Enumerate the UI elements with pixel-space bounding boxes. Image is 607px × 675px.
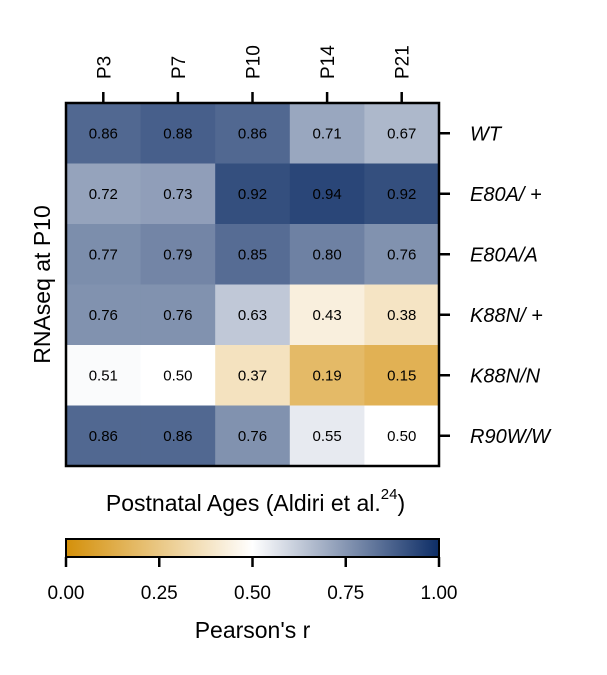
heatmap-cell [140,103,216,164]
colorbar [65,538,440,558]
cell-value-label: 0.86 [163,428,192,445]
cell-value-label: 0.86 [238,125,267,142]
heatmap-cell [215,163,291,225]
cell-value-label: 0.72 [89,186,118,203]
colorbar-tick-label: 0.50 [234,583,271,604]
x-tick-label: P14 [318,45,339,79]
y-tick-label: WT [470,123,503,145]
x-axis-title-close: ) [397,490,405,516]
cell-value-label: 0.76 [387,246,416,263]
cell-value-label: 0.55 [312,428,341,445]
cell-value-label: 0.94 [312,186,341,203]
heatmap-cell [215,284,291,346]
colorbar-tick-label: 0.75 [327,583,364,604]
heatmap-cell [364,163,440,225]
heatmap-cell [364,284,440,346]
heatmap-cell [140,224,216,285]
heatmap-cell [289,163,365,225]
y-tick-label: E80A/ + [470,184,542,206]
y-tick-label: R90W/W [470,426,552,448]
cell-value-label: 0.92 [238,186,267,203]
heatmap-cell [289,103,365,164]
heatmap-cell [66,103,142,164]
cell-value-label: 0.15 [387,367,416,384]
cell-value-label: 0.37 [238,367,267,384]
heatmap-cell [364,405,440,467]
y-axis-title: RNAseq at P10 [29,205,55,364]
cell-value-label: 0.51 [89,367,118,384]
heatmap-cell [215,345,291,406]
x-axis-title: Postnatal Ages (Aldiri et al.24) [106,486,405,516]
heatmap-cell [364,224,440,285]
heatmap-cell [66,345,142,406]
cell-value-label: 0.43 [312,307,341,324]
colorbar-ticks: 0.00 0.25 0.50 0.75 1.00 [48,557,458,604]
cell-value-label: 0.71 [312,125,341,142]
heatmap-cell-labels: 0.86 0.88 0.86 0.71 0.67 0.72 0.73 0.92 0.94 0.92… [89,125,417,445]
x-tick-label: P21 [393,45,414,79]
heatmap-cell [289,405,365,467]
x-tick-label: P7 [169,56,190,79]
heatmap-cell [289,284,365,346]
cell-value-label: 0.63 [238,307,267,324]
heatmap-cell [364,103,440,164]
cell-value-label: 0.76 [238,428,267,445]
heatmap-cell [140,345,216,406]
cell-value-label: 0.92 [387,186,416,203]
heatmap-cell [215,103,291,164]
cell-value-label: 0.85 [238,246,267,263]
heatmap-cell [215,405,291,467]
x-tick-label: P10 [244,45,265,79]
colorbar-title: Pearson's r [195,617,311,643]
x-axis-title-main: Postnatal Ages (Aldiri et al. [106,490,381,516]
cell-value-label: 0.86 [89,125,118,142]
cell-value-label: 0.50 [163,367,192,384]
heatmap-cell [289,345,365,406]
y-tick-label: E80A/A [470,244,538,266]
heatmap-cell [289,224,365,285]
colorbar-tick-label: 0.25 [141,583,178,604]
heatmap-cell [66,163,142,225]
cell-value-label: 0.73 [163,186,192,203]
cell-value-label: 0.76 [163,307,192,324]
cell-value-label: 0.80 [312,246,341,263]
cell-value-label: 0.77 [89,246,118,263]
cell-value-label: 0.88 [163,125,192,142]
heatmap-cell [140,284,216,346]
heatmap-cell [364,345,440,406]
heatmap-cell [66,224,142,285]
x-axis-title-superscript: 24 [381,486,398,503]
x-axis-top: P3 P7 P10 P14 P21 [94,45,414,103]
cell-value-label: 0.38 [387,307,416,324]
heatmap-cell [66,405,142,467]
heatmap-cell [215,224,291,285]
heatmap-cell [140,405,216,467]
heatmap-cell [66,284,142,346]
colorbar-tick-label: 1.00 [421,583,458,604]
cell-value-label: 0.67 [387,125,416,142]
x-tick-label: P3 [94,56,115,79]
heatmap-cells [66,103,440,467]
cell-value-label: 0.86 [89,428,118,445]
y-tick-label: K88N/N [470,365,541,387]
colorbar-tick-label: 0.00 [48,583,85,604]
cell-value-label: 0.50 [387,428,416,445]
cell-value-label: 0.79 [163,246,192,263]
y-tick-label: K88N/ + [470,305,543,327]
cell-value-label: 0.19 [312,367,341,384]
y-axis-right: WT E80A/ + E80A/A K88N/ + K88N/N R90W/W [439,123,552,448]
heatmap-cell [140,163,216,225]
cell-value-label: 0.76 [89,307,118,324]
